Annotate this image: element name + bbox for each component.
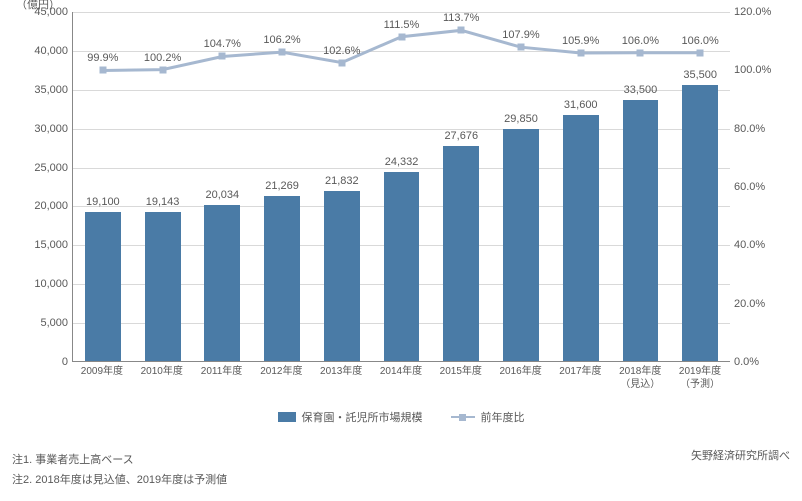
x-tick: 2012年度 — [251, 362, 311, 391]
bar-swatch — [278, 412, 296, 422]
line-marker — [279, 49, 286, 56]
line-marker — [398, 33, 405, 40]
y-left-tick: 45,000 — [34, 6, 68, 18]
line-swatch — [451, 416, 475, 418]
x-tick: 2010年度 — [132, 362, 192, 391]
note-2: 注2. 2018年度は見込値、2019年度は予測値 — [12, 471, 227, 487]
pct-label: 104.7% — [204, 38, 241, 50]
x-tick: 2013年度 — [311, 362, 371, 391]
line-marker — [637, 49, 644, 56]
x-tick: 2014年度 — [371, 362, 431, 391]
line-marker — [577, 50, 584, 57]
source-text: 矢野経済研究所調べ — [691, 447, 790, 463]
legend-item-line: 前年度比 — [451, 409, 525, 425]
y-axis-left: （億円） 05,00010,00015,00020,00025,00030,00… — [12, 12, 72, 362]
line-marker — [458, 27, 465, 34]
legend-item-bar: 保育園・託児所市場規模 — [278, 409, 423, 425]
legend: 保育園・託児所市場規模 前年度比 — [12, 409, 790, 425]
y-right-tick: 60.0% — [734, 181, 765, 193]
line-marker — [99, 67, 106, 74]
y-right-tick: 120.0% — [734, 6, 771, 18]
pct-label: 106.0% — [622, 35, 659, 47]
legend-line-label: 前年度比 — [481, 409, 525, 425]
note-1: 注1. 事業者売上高ベース — [12, 451, 227, 467]
y-left-tick: 20,000 — [34, 200, 68, 212]
line-marker — [697, 49, 704, 56]
y-left-tick: 35,000 — [34, 84, 68, 96]
x-axis: 2009年度2010年度2011年度2012年度2013年度2014年度2015… — [72, 362, 730, 391]
line-marker — [338, 59, 345, 66]
notes: 注1. 事業者売上高ベース 注2. 2018年度は見込値、2019年度は予測値 — [12, 447, 227, 487]
x-tick: 2018年度（見込） — [610, 362, 670, 391]
pct-label: 107.9% — [502, 29, 539, 41]
pct-label: 100.2% — [144, 52, 181, 64]
x-tick: 2019年度（予測） — [670, 362, 730, 391]
line-marker — [219, 53, 226, 60]
y-right-tick: 0.0% — [734, 356, 759, 368]
pct-label: 113.7% — [443, 12, 480, 24]
pct-label: 105.9% — [562, 35, 599, 47]
y-right-tick: 20.0% — [734, 298, 765, 310]
legend-bar-label: 保育園・託児所市場規模 — [302, 409, 423, 425]
x-tick: 2009年度 — [72, 362, 132, 391]
y-left-tick: 30,000 — [34, 123, 68, 135]
chart-container: （億円） 05,00010,00015,00020,00025,00030,00… — [12, 12, 790, 487]
pct-label: 102.6% — [323, 45, 360, 57]
line-layer — [73, 12, 730, 361]
pct-label: 99.9% — [87, 52, 118, 64]
line-marker — [159, 66, 166, 73]
footer: 注1. 事業者売上高ベース 注2. 2018年度は見込値、2019年度は予測値 … — [12, 425, 790, 487]
y-left-tick: 5,000 — [40, 317, 68, 329]
y-right-tick: 80.0% — [734, 123, 765, 135]
x-tick: 2011年度 — [192, 362, 252, 391]
plot-row: （億円） 05,00010,00015,00020,00025,00030,00… — [12, 12, 790, 362]
x-tick: 2015年度 — [431, 362, 491, 391]
y-axis-right: 0.0%20.0%40.0%60.0%80.0%100.0%120.0% — [730, 12, 790, 362]
y-left-tick: 0 — [62, 356, 68, 368]
pct-label: 106.0% — [681, 35, 718, 47]
y-left-tick: 25,000 — [34, 162, 68, 174]
y-left-tick: 40,000 — [34, 45, 68, 57]
pct-label: 106.2% — [263, 34, 300, 46]
plot-area: 19,10019,14320,03421,26921,83224,33227,6… — [72, 12, 730, 362]
x-tick: 2016年度 — [491, 362, 551, 391]
y-left-tick: 15,000 — [34, 239, 68, 251]
pct-label: 111.5% — [384, 19, 420, 31]
y-right-tick: 40.0% — [734, 239, 765, 251]
y-left-tick: 10,000 — [34, 278, 68, 290]
x-tick: 2017年度 — [551, 362, 611, 391]
y-right-tick: 100.0% — [734, 64, 771, 76]
line-marker — [517, 44, 524, 51]
